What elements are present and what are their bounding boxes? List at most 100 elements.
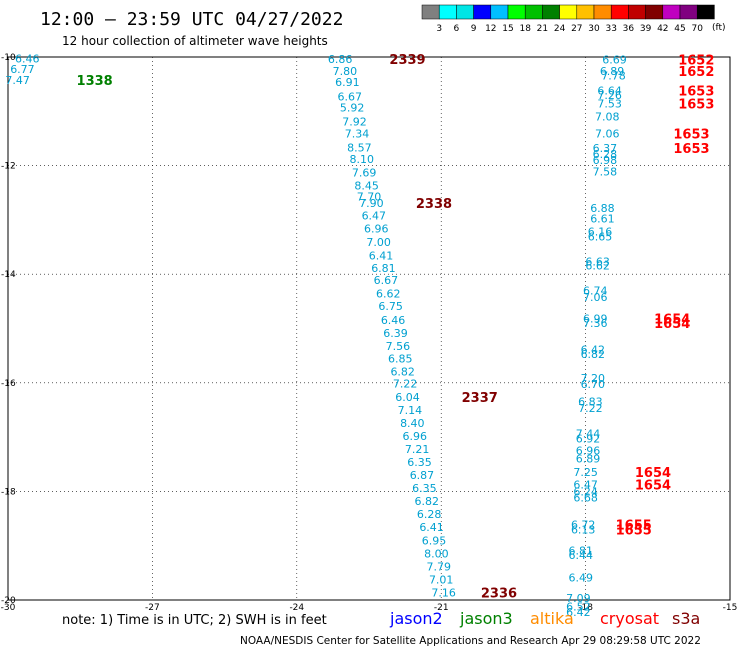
colorbar-swatch — [490, 4, 509, 20]
swh-value: 7.06 — [583, 291, 608, 304]
chart-title: 12:00 — 23:59 UTC 04/27/2022 — [40, 9, 343, 30]
y-tick-label: -12 — [1, 162, 16, 172]
x-tick-label: -18 — [578, 603, 593, 613]
swh-value: 7.53 — [597, 98, 622, 111]
swh-value: 6.69 — [602, 54, 627, 67]
colorbar-label: 6 — [454, 24, 460, 34]
pass-label: 1653 — [678, 85, 714, 100]
pass-label: 2337 — [462, 391, 498, 406]
colorbar-label: 45 — [674, 24, 685, 34]
swh-value: 6.82 — [390, 365, 415, 378]
colorbar-swatch — [473, 4, 492, 20]
colorbar-swatch — [662, 4, 681, 20]
swh-value: 7.06 — [595, 128, 620, 141]
swh-value: 6.65 — [588, 231, 613, 244]
satellite-cryosat: cryosat — [600, 609, 659, 628]
swh-value: 7.44 — [576, 427, 601, 440]
colorbar-swatch — [507, 4, 526, 20]
pass-label: 2339 — [389, 53, 425, 68]
swh-value: 7.25 — [573, 466, 598, 479]
pass-labels: 1338233923382337233616521652165316531653… — [77, 53, 715, 601]
x-tick-label: -21 — [434, 603, 449, 613]
swh-value: 8.45 — [354, 180, 379, 193]
pass-label: 1654 — [654, 317, 690, 332]
colorbar-label: 33 — [605, 24, 616, 34]
swh-value: 6.92 — [576, 433, 601, 446]
swh-value: 7.80 — [333, 65, 358, 78]
x-tick-label: -15 — [723, 603, 738, 613]
swh-value: 6.63 — [585, 256, 610, 269]
colorbar-label: 3 — [436, 24, 442, 34]
colorbar-label: 9 — [471, 24, 477, 34]
swh-value: 7.90 — [359, 197, 384, 210]
colorbar-swatch — [421, 4, 440, 20]
swh-value: 6.49 — [569, 572, 594, 585]
colorbar-label: 39 — [640, 24, 652, 34]
swh-value: 8.00 — [424, 547, 449, 560]
satellite-altika: altika — [530, 609, 574, 628]
swh-value: 7.22 — [578, 402, 603, 415]
colorbar-swatch — [524, 4, 543, 20]
chart-subtitle: 12 hour collection of altimeter wave hei… — [62, 34, 328, 48]
swh-value: 6.64 — [597, 85, 622, 98]
swh-value: 7.21 — [405, 443, 430, 456]
pass-label: 1654 — [654, 313, 690, 328]
swh-value: 6.61 — [590, 212, 615, 225]
swh-value: 6.28 — [593, 148, 618, 161]
swh-value: 7.14 — [398, 404, 423, 417]
swh-value: 6.42 — [581, 344, 606, 357]
swh-value: 6.89 — [576, 452, 601, 465]
swh-value: 7.78 — [601, 69, 626, 82]
pass-label: 1654 — [635, 466, 671, 481]
colorbar-swatch — [593, 4, 612, 20]
swh-value: 6.74 — [583, 284, 608, 297]
swh-value: 6.24 — [573, 485, 598, 498]
swh-value: 7.79 — [427, 560, 452, 573]
swh-value: 6.46 — [381, 314, 406, 327]
swh-value: 6.46 — [15, 53, 40, 66]
swh-value: 6.67 — [337, 91, 362, 104]
colorbar-label: 36 — [623, 24, 635, 34]
swh-value: 5.92 — [340, 101, 365, 114]
colorbar-label: 27 — [571, 24, 582, 34]
swh-value: 8.57 — [347, 142, 372, 155]
swh-value: 6.95 — [422, 534, 447, 547]
colorbar-swatch — [645, 4, 664, 20]
swh-value: 7.69 — [352, 167, 377, 180]
swh-value: 6.28 — [417, 508, 442, 521]
swh-value: 8.40 — [400, 417, 425, 430]
pass-label: 1338 — [77, 74, 113, 89]
swh-value: 6.91 — [335, 76, 360, 89]
swh-value: 6.04 — [395, 391, 420, 404]
swh-value: 6.68 — [573, 491, 598, 504]
swh-value: 6.82 — [581, 348, 606, 361]
swh-value: 6.52 — [566, 601, 591, 614]
swh-value: 6.47 — [573, 478, 598, 491]
swh-value: 6.96 — [402, 430, 427, 443]
colorbar-swatch — [456, 4, 474, 20]
satellite-s3a: s3a — [672, 609, 700, 628]
credit-line: NOAA/NESDIS Center for Satellite Applica… — [240, 635, 701, 647]
swh-value: 6.87 — [410, 469, 435, 482]
swh-value: 6.89 — [600, 65, 625, 78]
y-tick-label: -20 — [1, 596, 16, 606]
swh-value: 6.62 — [585, 260, 610, 273]
pass-label: 1652 — [678, 65, 714, 80]
colorbar-swatch — [628, 4, 646, 20]
colorbar-swatch — [696, 4, 715, 20]
pass-label: 2338 — [416, 197, 452, 212]
swh-value: 7.01 — [429, 573, 454, 586]
colorbar-label: 12 — [485, 24, 496, 34]
pass-label: 1654 — [635, 478, 671, 493]
y-tick-label: -14 — [1, 270, 16, 280]
colorbar-label: 21 — [537, 24, 548, 34]
pass-label: 1655 — [616, 523, 652, 538]
swh-value: 7.92 — [342, 116, 367, 129]
colorbar-label: 24 — [554, 24, 566, 34]
swh-value: 7.34 — [345, 128, 370, 141]
swh-value: 6.88 — [590, 202, 615, 215]
y-tick-label: -16 — [1, 379, 16, 389]
swh-value: 7.08 — [595, 111, 620, 124]
x-tick-label: -24 — [289, 603, 304, 613]
swh-value: 6.62 — [376, 288, 401, 301]
